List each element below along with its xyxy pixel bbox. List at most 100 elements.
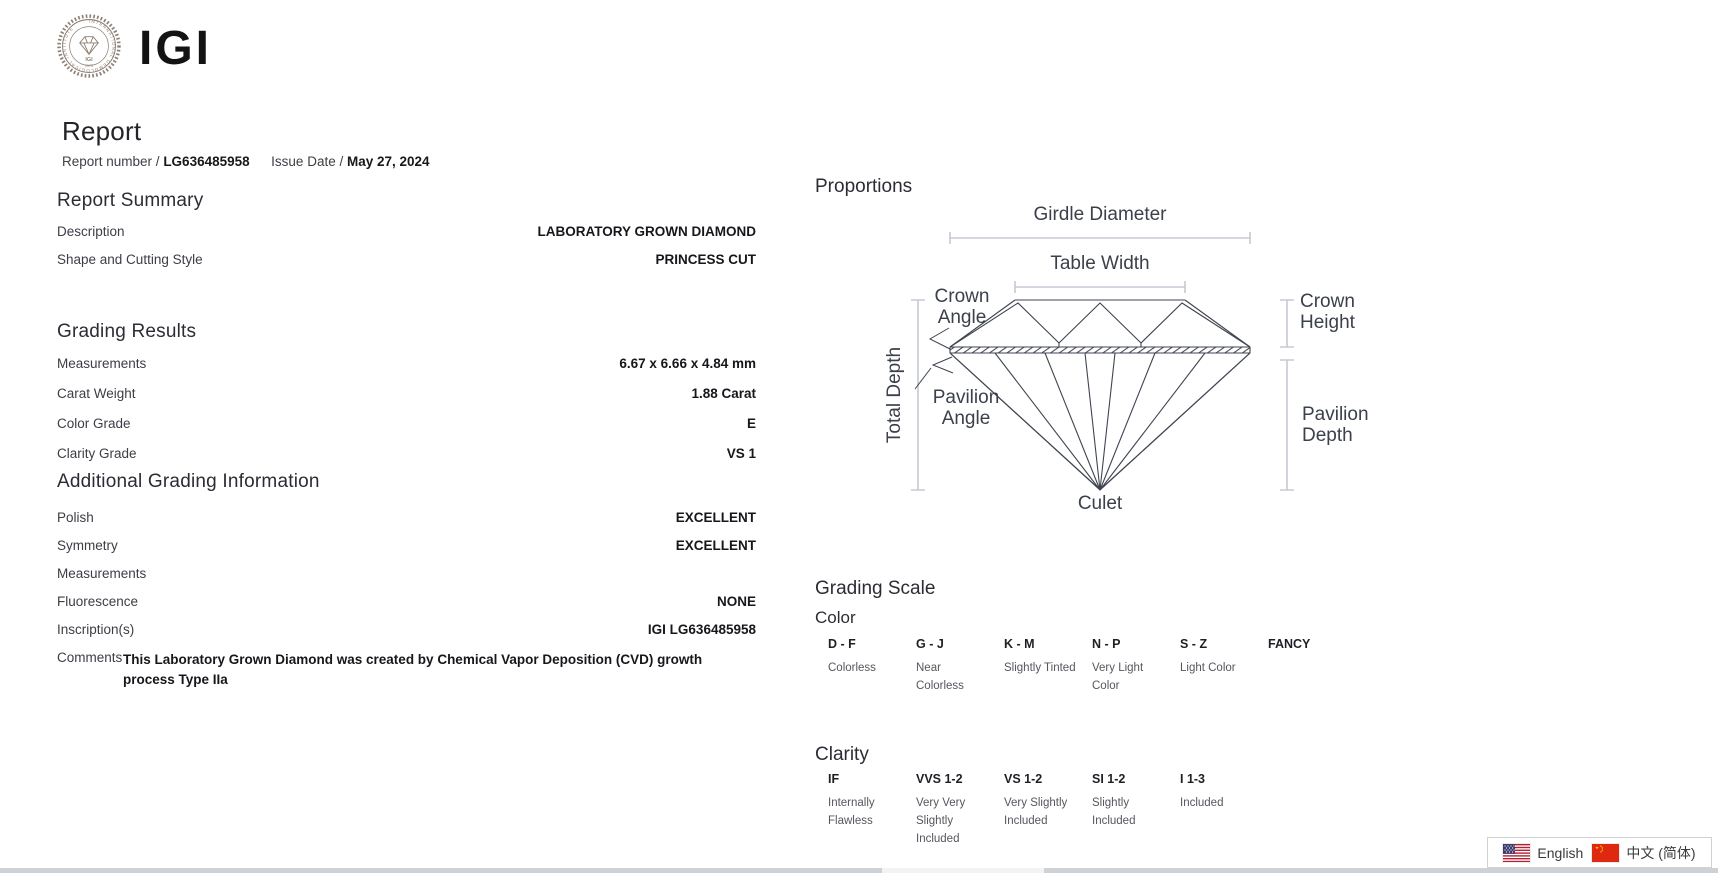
grade-range: VS 1-2 [1004, 772, 1043, 786]
row-value: 1.88 Carat [691, 386, 756, 401]
grade-desc: Slightly Included [1092, 797, 1136, 827]
row-label: Measurements [57, 356, 147, 371]
igi-logo: INTERNATIONAL GEMOLOGICAL INSTITUTE IGI … [57, 14, 212, 83]
grade-desc: Slightly Tinted [1004, 662, 1076, 674]
grade-range: D - F [828, 637, 856, 651]
section-heading: Grading Results [57, 321, 197, 342]
row-value: 6.67 x 6.66 x 4.84 mm [619, 356, 756, 371]
svg-text:IGI: IGI [85, 57, 93, 63]
culet-label: Culet [1077, 493, 1123, 514]
comments-row: Comments This Laboratory Grown Diamond w… [57, 650, 756, 690]
row-label: Color Grade [57, 416, 131, 431]
color-scale-item: FANCY [1268, 637, 1356, 695]
clarity-scale-grid: IF Internally Flawless VVS 1-2 Very Very… [828, 772, 1268, 848]
comments-text: This Laboratory Grown Diamond was create… [123, 652, 703, 687]
row-value: NONE [716, 594, 756, 609]
color-scale-heading: Color [815, 608, 856, 627]
section-heading: Report Summary [57, 190, 204, 211]
pavilion-depth-label: Pavilion Depth [1302, 404, 1369, 446]
grade-desc: Very Very Slightly Included [916, 797, 966, 845]
row-value: E [746, 416, 756, 431]
row-label: Symmetry [57, 538, 118, 553]
color-scale-item: N - P Very Light Color [1092, 637, 1180, 695]
row-label: Shape and Cutting Style [57, 252, 203, 267]
table-row: Carat Weight 1.88 Carat [57, 386, 756, 416]
grade-range: N - P [1092, 637, 1121, 651]
report-number-value: LG636485958 [163, 154, 250, 169]
diamond-profile-drawing [911, 232, 1294, 491]
table-row: Measurements [57, 566, 756, 594]
row-label: Measurements [57, 566, 147, 581]
row-value: EXCELLENT [675, 510, 756, 525]
crown-height-label: Crown Height [1300, 291, 1355, 333]
language-label: English [1537, 844, 1584, 861]
grade-range: SI 1-2 [1092, 772, 1126, 786]
row-value: IGI LG636485958 [647, 622, 756, 637]
clarity-scale-item: VVS 1-2 Very Very Slightly Included [916, 772, 1004, 848]
clarity-scale-heading: Clarity [815, 744, 869, 765]
clarity-scale-item: SI 1-2 Slightly Included [1092, 772, 1180, 848]
color-scale-item: D - F Colorless [828, 637, 916, 695]
grade-range: FANCY [1268, 637, 1311, 651]
girdle-diameter-label: Girdle Diameter [1033, 204, 1167, 225]
grade-range: VVS 1-2 [916, 772, 963, 786]
row-label: Inscription(s) [57, 622, 135, 637]
row-label: Clarity Grade [57, 446, 137, 461]
grading-results-section: Grading Results Measurements 6.67 x 6.66… [57, 321, 756, 476]
row-value: PRINCESS CUT [655, 252, 756, 267]
page-title: Report [62, 116, 142, 146]
clarity-scale-item: I 1-3 Included [1180, 772, 1268, 848]
grade-desc: Very Slightly Included [1004, 797, 1068, 827]
issue-date-value: May 27, 2024 [346, 154, 430, 169]
table-row: Fluorescence NONE [57, 594, 756, 622]
pavilion-angle-label: Pavilion Angle [932, 387, 1000, 429]
grade-range: S - Z [1180, 637, 1208, 651]
color-scale-grid: D - F Colorless G - J Near Colorless K -… [828, 637, 1356, 695]
grade-range: K - M [1004, 637, 1035, 651]
color-scale-item: S - Z Light Color [1180, 637, 1268, 695]
comments-label: Comments [57, 650, 123, 665]
table-row: Symmetry EXCELLENT [57, 538, 756, 566]
grading-scale-heading: Grading Scale [815, 578, 936, 599]
table-row: Inscription(s) IGI LG636485958 [57, 622, 756, 650]
additional-grading-section: Additional Grading Information Polish EX… [57, 471, 756, 690]
language-selector: English 中文 (简体) [1487, 837, 1712, 868]
color-scale-item: K - M Slightly Tinted [1004, 637, 1092, 695]
table-width-label: Table Width [1050, 253, 1150, 274]
grade-desc: Near Colorless [916, 662, 964, 692]
grade-desc: Included [1180, 797, 1224, 809]
section-heading: Additional Grading Information [57, 471, 320, 492]
crown-angle-label: Crown Angle [934, 286, 990, 328]
proportions-heading: Proportions [815, 176, 913, 197]
igi-wordmark: IGI [139, 21, 213, 75]
table-row: Clarity Grade VS 1 [57, 446, 756, 476]
grade-range: G - J [916, 637, 944, 651]
report-meta: Report number / LG636485958 Issue Date /… [62, 154, 430, 169]
row-label: Carat Weight [57, 386, 136, 401]
horizontal-scrollbar-thumb[interactable] [882, 868, 1044, 873]
cn-flag-icon [1592, 843, 1620, 862]
color-scale-item: G - J Near Colorless [916, 637, 1004, 695]
svg-text:1975: 1975 [85, 64, 93, 68]
table-row: Shape and Cutting Style PRINCESS CUT [57, 252, 756, 280]
grade-range: I 1-3 [1180, 772, 1206, 786]
table-row: Measurements 6.67 x 6.66 x 4.84 mm [57, 356, 756, 386]
table-row: Polish EXCELLENT [57, 510, 756, 538]
report-summary-section: Report Summary Description LABORATORY GR… [57, 190, 756, 280]
row-label: Polish [57, 510, 94, 525]
horizontal-scrollbar[interactable] [0, 868, 1718, 873]
row-label: Fluorescence [57, 594, 139, 609]
igi-seal-icon: INTERNATIONAL GEMOLOGICAL INSTITUTE IGI … [57, 14, 121, 83]
language-label: 中文 (简体) [1626, 844, 1696, 861]
us-flag-icon [1503, 843, 1531, 862]
language-option-english[interactable]: English [1503, 843, 1584, 862]
row-value: LABORATORY GROWN DIAMOND [537, 224, 757, 239]
report-header: Report Report number / LG636485958 Issue… [62, 116, 430, 169]
language-option-chinese[interactable]: 中文 (简体) [1592, 843, 1696, 863]
grade-desc: Colorless [828, 662, 876, 674]
row-label: Description [57, 224, 125, 239]
report-number-label: Report number / [62, 154, 160, 169]
row-value: VS 1 [726, 446, 756, 461]
clarity-scale-item: IF Internally Flawless [828, 772, 916, 848]
table-row: Description LABORATORY GROWN DIAMOND [57, 224, 756, 252]
